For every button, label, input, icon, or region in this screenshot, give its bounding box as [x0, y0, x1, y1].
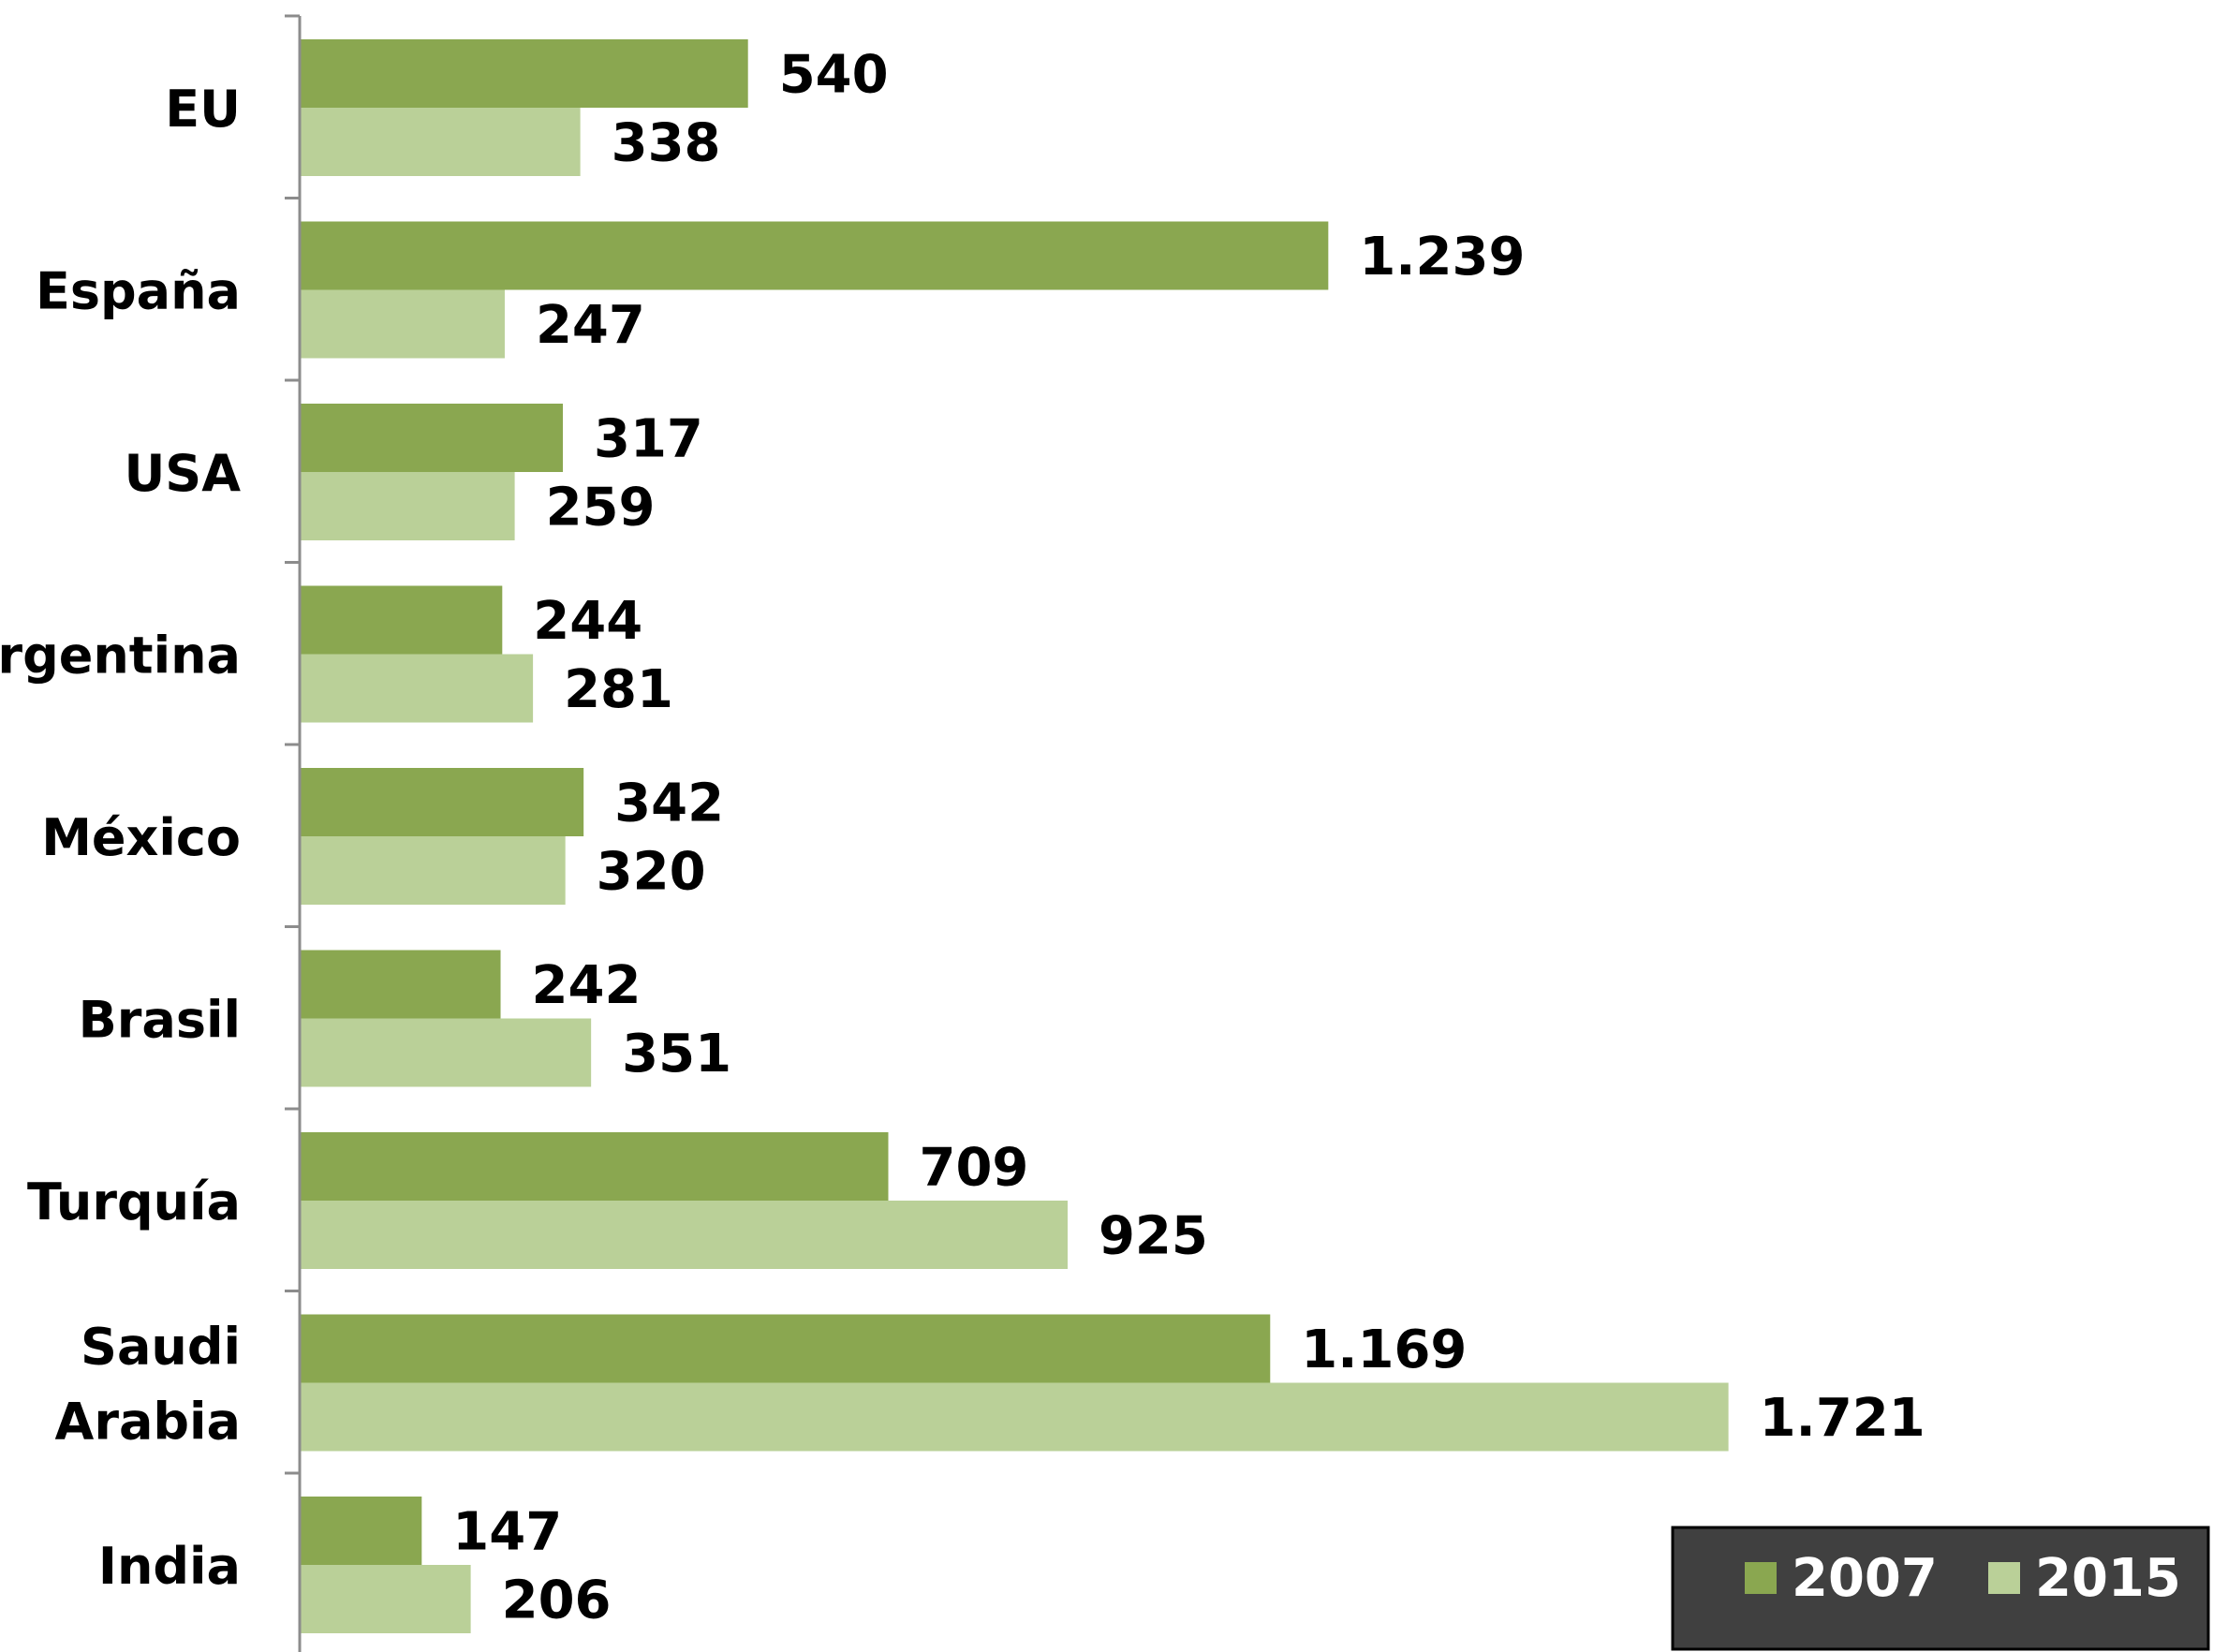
data-label-2007: 147	[452, 1502, 562, 1563]
bar-2015	[300, 1382, 1729, 1452]
bar-2015	[300, 472, 515, 540]
legend-swatch-2007	[1745, 1562, 1777, 1594]
bar-2015	[300, 836, 566, 905]
bar-2007	[300, 1314, 1271, 1383]
data-label-2007: 244	[533, 591, 642, 652]
data-label-2015: 259	[546, 478, 656, 538]
data-label-2015: 247	[536, 295, 645, 356]
data-label-2007: 540	[779, 45, 889, 106]
legend-label-2007: 2007	[1792, 1548, 1938, 1609]
bar-2007	[300, 1132, 889, 1201]
bar-2015	[300, 654, 534, 723]
data-label-2015: 281	[564, 659, 673, 720]
data-label-2015: 206	[502, 1571, 612, 1631]
data-label-2015: 320	[597, 842, 706, 903]
bar-2007	[300, 768, 584, 836]
category-axis	[285, 14, 302, 1652]
category-label: Saudi Arabia	[55, 1318, 241, 1452]
category-label: España	[36, 262, 241, 321]
legend-swatch-2015	[1988, 1562, 2020, 1594]
legend: 2007 2015	[1671, 1526, 2210, 1651]
category-label: USA	[124, 444, 241, 503]
data-label-2007: 317	[594, 409, 703, 470]
bar-2015	[300, 1565, 471, 1633]
bar-2007	[300, 950, 501, 1019]
data-label-2007: 1.239	[1359, 227, 1525, 288]
bar-2015	[300, 1018, 592, 1087]
data-label-2007: 242	[532, 955, 642, 1016]
data-label-2007: 709	[920, 1138, 1029, 1199]
category-label: Turquía	[27, 1173, 241, 1232]
category-label: India	[98, 1537, 241, 1596]
category-label: EU	[165, 80, 241, 139]
bar-2015	[300, 1201, 1068, 1269]
bar-2007	[300, 39, 748, 108]
bar-2015	[300, 108, 581, 176]
data-label-2015: 351	[622, 1024, 731, 1084]
bar-2015	[300, 289, 505, 359]
bar-2007	[300, 404, 564, 472]
data-label-2007: 342	[614, 774, 724, 834]
value-labels: 540 338 1.239 247 317 259 244 281 342 320 242 351 70…	[452, 45, 1925, 1631]
data-label-2007: 1.169	[1301, 1320, 1467, 1380]
data-label-2015: 1.721	[1760, 1388, 1925, 1449]
category-label: Brasil	[79, 991, 241, 1050]
bar-2007	[300, 221, 1329, 290]
category-label: México	[41, 808, 241, 867]
legend-label-2015: 2015	[2035, 1548, 2181, 1609]
data-label-2015: 925	[1099, 1206, 1208, 1267]
bar-2007	[300, 1497, 422, 1565]
bars-layer	[300, 39, 1729, 1633]
bar-2007	[300, 585, 503, 655]
data-label-2015: 338	[612, 113, 721, 174]
